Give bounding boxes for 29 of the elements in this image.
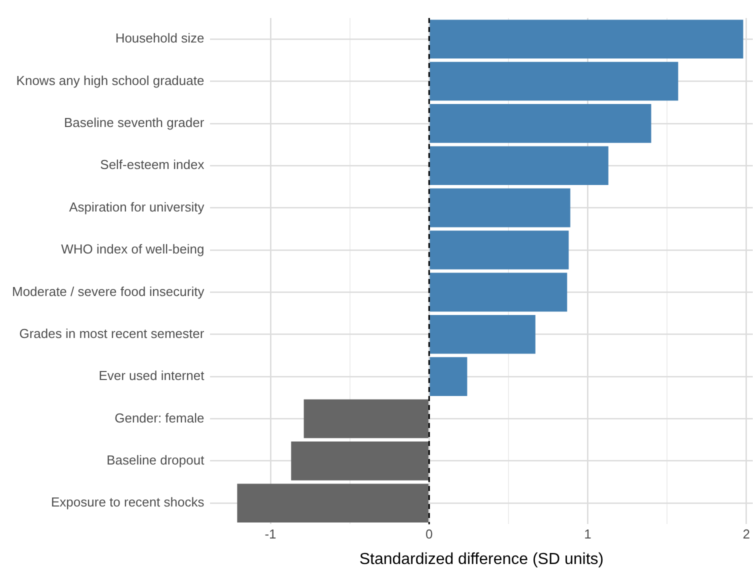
x-tick-label: 1 xyxy=(584,526,592,542)
bar xyxy=(430,104,652,143)
x-tick-label: 0 xyxy=(426,526,433,542)
x-axis-title: Standardized difference (SD units) xyxy=(359,550,604,568)
bar xyxy=(430,314,536,354)
bar xyxy=(237,484,428,523)
bar xyxy=(291,442,428,480)
y-tick-label: Baseline seventh grader xyxy=(64,115,205,130)
bar xyxy=(430,357,468,396)
y-tick-label: Ever used internet xyxy=(98,368,205,384)
bar xyxy=(430,188,570,228)
y-tick-label: Exposure to recent shocks xyxy=(51,494,205,510)
y-tick-label: Self-esteem index xyxy=(100,157,205,172)
y-tick-label: Gender: female xyxy=(114,410,204,426)
x-tick-label: 2 xyxy=(742,526,750,542)
x-tick-label: -1 xyxy=(264,526,276,542)
bar xyxy=(304,399,428,438)
bar xyxy=(430,272,568,312)
y-tick-label: Moderate / severe food insecurity xyxy=(12,284,205,299)
y-tick-label: Grades in most recent semester xyxy=(19,326,205,341)
y-tick-label: Baseline dropout xyxy=(106,452,205,468)
bar xyxy=(430,230,569,270)
y-tick-label: Knows any high school graduate xyxy=(16,72,204,88)
bar xyxy=(430,62,678,101)
y-tick-label: Household size xyxy=(115,30,204,46)
bar xyxy=(430,20,744,58)
bar xyxy=(430,146,608,186)
y-tick-label: Aspiration for university xyxy=(69,199,205,214)
y-tick-label: WHO index of well-being xyxy=(61,242,204,257)
